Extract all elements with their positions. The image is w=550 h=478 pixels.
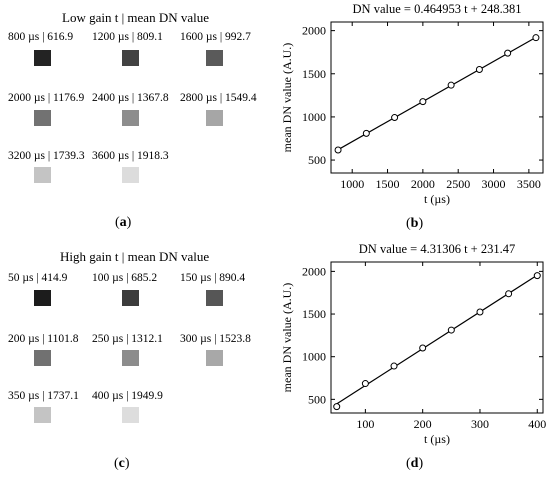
gray-swatch — [122, 167, 139, 183]
x-tick-label: 3500 — [517, 177, 541, 191]
gray-swatch — [34, 110, 51, 126]
y-tick-label: 1000 — [302, 110, 326, 124]
panel-c-letter: (c) — [114, 456, 130, 471]
data-point — [447, 81, 455, 89]
swatch-label: 3600 µs | 1918.3 — [92, 150, 169, 162]
x-tick-label: 300 — [471, 417, 489, 431]
data-point — [505, 290, 513, 298]
data-point — [532, 34, 540, 42]
gray-swatch — [34, 290, 51, 306]
chart-b: DN value = 0.464953 t + 248.381 1000 1500 2… — [280, 2, 544, 206]
swatch-label: 150 µs | 890.4 — [180, 272, 246, 284]
x-axis-label: t (µs) — [424, 432, 450, 446]
gray-swatch — [206, 350, 223, 366]
y-tick-label: 1000 — [302, 350, 326, 364]
y-tick-label: 500 — [308, 392, 326, 406]
y-tick-label: 1500 — [302, 67, 326, 81]
panel-a-title: Low gain t | mean DN value — [62, 10, 210, 25]
x-axis-label: t (µs) — [424, 192, 450, 206]
data-point — [361, 380, 369, 388]
gray-swatch — [122, 407, 139, 423]
swatch-label: 2400 µs | 1367.8 — [92, 92, 169, 104]
swatch-label: 2800 µs | 1549.4 — [180, 92, 257, 104]
x-tick-label: 1500 — [376, 177, 400, 191]
y-axis-label: mean DN value (A.U.) — [280, 43, 294, 153]
gray-swatch — [206, 290, 223, 306]
chart-title: DN value = 0.464953 t + 248.381 — [353, 2, 522, 16]
gray-swatch — [122, 350, 139, 366]
x-tick-label: 3000 — [482, 177, 506, 191]
gray-swatch — [122, 110, 139, 126]
swatch-label: 1200 µs | 809.1 — [92, 31, 163, 43]
swatch-label: 3200 µs | 1739.3 — [8, 150, 85, 162]
y-tick-label: 500 — [308, 153, 326, 167]
swatch-label: 400 µs | 1949.9 — [92, 390, 163, 402]
data-point — [333, 403, 341, 411]
fit-line — [336, 274, 538, 405]
swatch-label: 300 µs | 1523.8 — [180, 333, 251, 345]
gray-swatch — [206, 110, 223, 126]
data-point — [447, 326, 455, 334]
data-point — [504, 49, 512, 57]
x-tick-label: 400 — [528, 417, 546, 431]
chart-d: DN value = 4.31306 t + 231.47 100 200 300 40… — [280, 242, 546, 446]
fit-line — [337, 36, 537, 151]
data-point — [362, 129, 370, 137]
data-point — [533, 272, 541, 280]
panel-b-letter: (b) — [406, 216, 424, 231]
data-point — [419, 344, 427, 352]
y-tick-label: 2000 — [302, 24, 326, 38]
y-tick-label: 1500 — [302, 307, 326, 321]
plot-frame — [330, 21, 544, 174]
swatch-label: 1600 µs | 992.7 — [180, 31, 251, 43]
swatch-label: 350 µs | 1737.1 — [8, 390, 79, 402]
data-point — [476, 308, 484, 316]
swatch-label: 200 µs | 1101.8 — [8, 333, 79, 345]
data-point — [334, 146, 342, 154]
swatch-label: 50 µs | 414.9 — [8, 272, 68, 284]
gray-swatch — [206, 50, 223, 66]
data-point — [475, 66, 483, 74]
gray-swatch — [122, 290, 139, 306]
plot-frame — [330, 261, 544, 414]
data-point — [391, 114, 399, 122]
x-tick-label: 100 — [356, 417, 374, 431]
x-tick-label: 1000 — [340, 177, 364, 191]
gray-swatch — [34, 167, 51, 183]
gray-swatch — [34, 407, 51, 423]
swatch-label: 250 µs | 1312.1 — [92, 333, 163, 345]
y-axis-label: mean DN value (A.U.) — [280, 283, 294, 393]
x-tick-label: 2000 — [411, 177, 435, 191]
panel-d-letter: (d) — [406, 456, 424, 471]
y-tick-label: 2000 — [302, 264, 326, 278]
gray-swatch — [34, 350, 51, 366]
x-tick-label: 200 — [414, 417, 432, 431]
chart-title: DN value = 4.31306 t + 231.47 — [359, 242, 515, 256]
gray-swatch — [34, 50, 51, 66]
x-tick-label: 2500 — [446, 177, 470, 191]
gray-swatch — [122, 50, 139, 66]
data-point — [419, 98, 427, 106]
swatch-label: 800 µs | 616.9 — [8, 31, 74, 43]
panel-c-title: High gain t | mean DN value — [60, 249, 210, 264]
data-point — [390, 362, 398, 370]
panel-a-letter: (a) — [115, 215, 132, 230]
swatch-label: 100 µs | 685.2 — [92, 272, 158, 284]
swatch-label: 2000 µs | 1176.9 — [8, 92, 85, 104]
